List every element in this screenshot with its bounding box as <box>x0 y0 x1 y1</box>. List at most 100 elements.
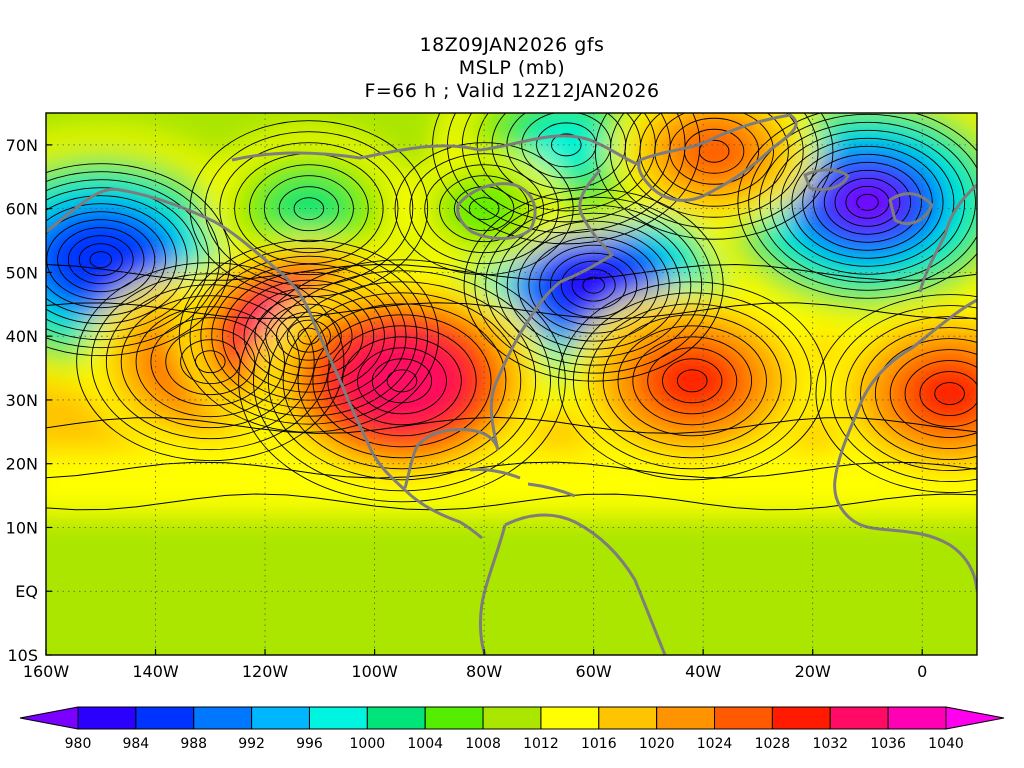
isobar-8-7 <box>297 303 507 459</box>
isobar-8-11 <box>238 259 566 503</box>
map-frame <box>45 112 978 656</box>
pressure-fill-9-4 <box>655 353 729 408</box>
colorbar-label-8: 1012 <box>523 736 559 752</box>
pressure-fill-11-4 <box>913 366 977 421</box>
isobar-5-3 <box>439 175 530 243</box>
isobar-7-2 <box>286 319 331 353</box>
isobar-11-8 <box>830 305 977 482</box>
colorbar-cell-8 <box>540 706 600 730</box>
lon-label-0: 160W <box>23 662 70 681</box>
colorbar-label-14: 1036 <box>870 736 906 752</box>
isobar-9-1 <box>676 369 708 393</box>
isobar-9-5 <box>617 325 767 437</box>
isobar-0-7 <box>46 203 177 317</box>
isobar-6-4 <box>150 317 271 407</box>
isobar-1-3 <box>560 260 627 310</box>
isobar-2-3 <box>834 177 901 227</box>
isobar-0-3 <box>67 235 134 285</box>
isobar-8-2 <box>371 358 433 404</box>
isobar-0-10 <box>46 179 210 341</box>
colorbar-label-10: 1020 <box>639 736 675 752</box>
isobar-4-4 <box>249 164 369 254</box>
lon-label-2: 120W <box>242 662 289 681</box>
colorbar-cell-1 <box>135 706 195 730</box>
lat-label-5: 20N <box>6 455 38 474</box>
isobar-8-4 <box>342 336 462 426</box>
isobar-10-6 <box>624 113 804 218</box>
pressure-fill-1-6 <box>557 258 631 313</box>
colorbar-label-12: 1028 <box>755 736 791 752</box>
pressure-fill-10-3 <box>677 124 751 179</box>
isobar-10-4 <box>654 113 774 196</box>
isobar-7-5 <box>254 295 364 377</box>
colorbar-label-7: 1008 <box>465 736 501 752</box>
lon-label-3: 100W <box>351 662 398 681</box>
isobar-8-5 <box>327 325 477 437</box>
isobar-11-3 <box>904 360 977 428</box>
lat-label-7: EQ <box>15 582 38 601</box>
isobar-0-2 <box>78 243 123 277</box>
lat-label-4: 30N <box>6 391 38 410</box>
isobar-0-1 <box>89 251 113 269</box>
colorbar-cell-0 <box>77 706 137 730</box>
isobar-1-12 <box>463 188 724 382</box>
pressure-fill-3-4 <box>529 117 603 172</box>
title-line-2: MSLP (mb) <box>458 57 566 79</box>
isobar-6-7 <box>105 284 315 440</box>
colorbar-cell-4 <box>308 706 368 730</box>
lon-label-1: 140W <box>132 662 179 681</box>
isobar-10-8 <box>594 113 834 240</box>
isobar-9-6 <box>602 314 782 448</box>
pressure-fill-4-3 <box>272 181 346 236</box>
isobar-band-2 <box>46 416 977 434</box>
isobar-4-7 <box>204 131 414 287</box>
colorbar-label-5: 1000 <box>350 736 386 752</box>
isobar-0-8 <box>46 195 188 325</box>
colorbar-arrow-low <box>19 706 79 730</box>
colorbar-label-4: 996 <box>296 736 323 752</box>
isobar-7-4 <box>265 303 353 369</box>
lon-label-7: 20W <box>795 662 831 681</box>
title-line-3: F=66 h ; Valid 12Z12JAN2026 <box>364 80 660 102</box>
isobar-band-1 <box>46 461 977 479</box>
isobar-2-12 <box>737 113 977 299</box>
isobar-6-2 <box>180 339 241 385</box>
isobar-6-5 <box>135 306 285 418</box>
pressure-fill-2-6 <box>831 175 904 230</box>
isobar-0-11 <box>46 171 220 349</box>
isobar-8-1 <box>386 369 418 393</box>
coastlines <box>46 113 977 655</box>
colorbar-label-1: 984 <box>122 736 149 752</box>
isobar-2-1 <box>856 193 879 211</box>
isobar-0-6 <box>46 211 166 309</box>
colorbar-cell-6 <box>424 706 484 730</box>
colorbar-label-13: 1032 <box>812 736 848 752</box>
isobar-2-6 <box>802 153 933 251</box>
isobar-1-1 <box>582 276 605 294</box>
title-line-1: 18Z09JAN2026 gfs <box>419 34 605 56</box>
lat-label-2: 50N <box>6 263 38 282</box>
isobar-11-9 <box>815 294 977 493</box>
isobar-2-11 <box>748 113 977 291</box>
isobar-0-5 <box>46 219 156 301</box>
isobar-2-5 <box>813 161 922 243</box>
isobar-4-6 <box>219 142 399 276</box>
colorbar-label-3: 992 <box>238 736 265 752</box>
colorbar-label-0: 980 <box>65 736 92 752</box>
colorbar-arrow-high <box>945 706 1005 730</box>
isobar-1-10 <box>485 204 703 366</box>
lon-label-6: 40W <box>685 662 721 681</box>
isobar-10-5 <box>639 113 789 207</box>
colorbar-label-6: 1004 <box>407 736 443 752</box>
isobar-6-3 <box>165 328 256 396</box>
isobar-11-6 <box>860 327 977 460</box>
colorbar-cell-9 <box>598 706 658 730</box>
isobar-band-3 <box>46 302 977 320</box>
isobar-2-8 <box>780 137 955 267</box>
colorbar-cell-12 <box>771 706 831 730</box>
isobar-8-10 <box>253 270 551 492</box>
isobar-1-8 <box>506 220 681 350</box>
lat-label-0: 70N <box>6 136 38 155</box>
isobar-9-3 <box>647 347 738 415</box>
